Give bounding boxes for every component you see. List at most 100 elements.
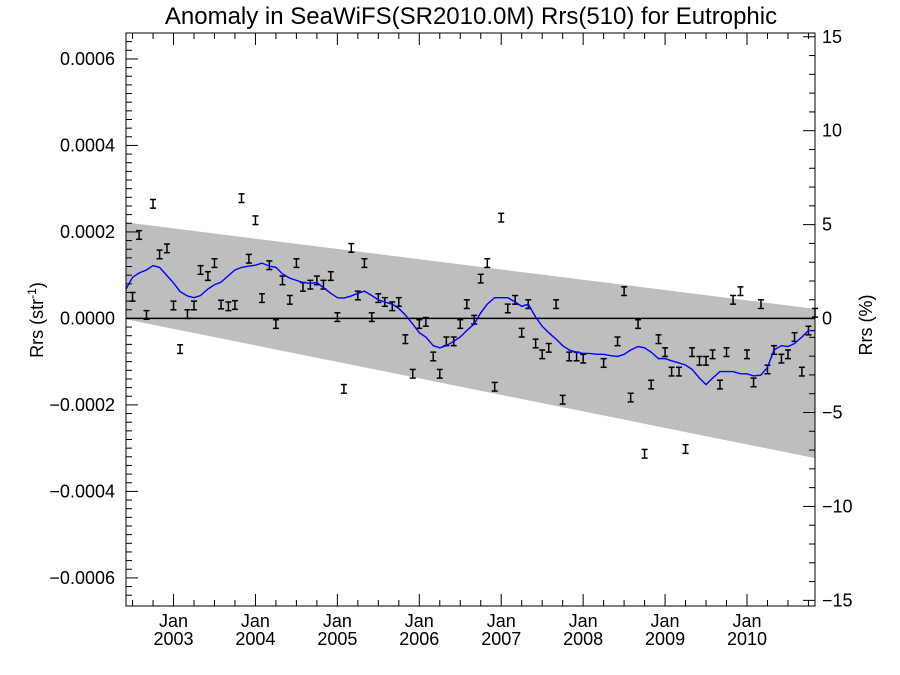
data-point [272,318,279,330]
data-point [580,353,587,364]
data-point [798,366,805,377]
y-axis-label-base: Rrs (str [27,299,47,358]
data-point [682,443,689,455]
data-point [484,257,491,269]
x-tick-label-month: Jan [241,611,270,631]
x-tick-label-year: 2005 [317,629,357,649]
data-point [737,286,744,297]
x-tick-label-month: Jan [732,611,761,631]
data-point [204,270,211,282]
data-point [757,299,764,310]
data-point [545,342,552,353]
y2-tick-label: 5 [822,215,832,235]
y2-tick-label: −15 [822,590,853,610]
data-point [641,448,648,459]
data-point [409,368,416,379]
y-axis-right: 15 10 5 0 −5 −10 −15 [803,27,853,610]
data-point [361,257,368,269]
data-point [340,383,347,394]
y-tick-label: −0.0004 [49,481,115,501]
y-axis-label-close: ) [27,282,47,288]
y2-tick-label: 0 [822,309,832,329]
data-point [286,294,293,305]
y2-tick-label: −5 [822,402,843,422]
data-point [368,312,375,323]
data-point [184,309,191,320]
data-point [559,394,566,405]
data-point [293,257,300,269]
data-point [375,293,382,304]
data-point [635,318,642,330]
data-point [696,355,703,366]
data-point [225,301,232,312]
data-point [784,349,791,360]
x-tick-label-year: 2003 [153,629,193,649]
data-point [252,215,259,226]
data-point [266,260,273,271]
data-point [136,229,143,241]
data-point [457,318,464,330]
x-tick-label-month: Jan [651,611,680,631]
data-point [245,253,252,264]
data-point [648,379,655,390]
data-point [532,338,539,349]
y2-axis-label: Rrs (%) [856,295,876,356]
data-point [553,299,560,310]
trend-envelope [126,222,815,459]
data-point [395,296,402,308]
data-point [416,318,423,330]
y2-tick-label: 10 [822,121,842,141]
data-point [402,334,409,345]
plot-frame [125,32,816,607]
data-point [422,316,429,327]
y-tick-label: 0.0000 [60,308,115,328]
data-point [744,349,751,360]
plot-area [125,193,818,459]
y2-tick-label: 15 [822,27,842,47]
data-point [600,357,607,369]
x-tick-label-month: Jan [323,611,352,631]
x-tick-label-year: 2008 [563,629,603,649]
y-tick-label: −0.0006 [49,568,115,588]
data-point [504,303,511,314]
y-axis-left: 0.0006 0.0004 0.0002 0.0000 −0.0002 −0.0004 −0… [49,41,138,596]
data-point [197,264,204,276]
x-tick-label-month: Jan [569,611,598,631]
y-tick-label: 0.0002 [60,222,115,242]
data-point [621,286,628,297]
data-point [190,300,197,311]
data-point [498,212,505,223]
data-point [668,366,675,377]
data-point [716,379,723,390]
y-tick-label: 0.0006 [60,49,115,69]
data-point [723,347,730,358]
data-point [348,242,355,254]
x-tick-label-year: 2010 [727,629,767,649]
y-axis-label: Rrs (str-1) [25,282,47,358]
x-tick-label-year: 2009 [645,629,685,649]
data-point [211,257,218,269]
data-point [231,299,238,311]
data-point [143,309,150,321]
data-point [730,294,737,305]
data-point [750,377,757,388]
y-axis-label-sup: -1 [25,288,39,299]
data-point [627,392,634,403]
data-point [689,347,696,358]
data-point [436,368,443,379]
data-point [655,334,662,345]
y-tick-label: 0.0004 [60,135,115,155]
data-point [170,300,177,311]
data-point [566,351,573,362]
data-point [491,381,498,392]
x-tick-label-month: Jan [159,611,188,631]
data-point [307,279,314,290]
data-point [238,193,245,204]
x-axis: Jan2003Jan2004Jan2005Jan2006Jan2007Jan20… [132,33,809,649]
data-point [156,249,163,260]
data-point [334,312,341,323]
data-point [539,349,546,360]
data-point [614,336,621,347]
data-point [709,349,716,360]
